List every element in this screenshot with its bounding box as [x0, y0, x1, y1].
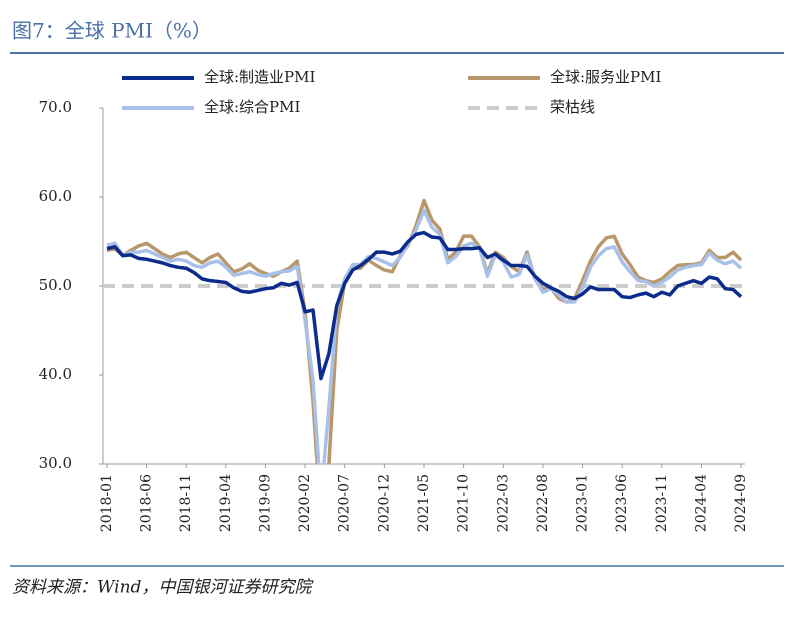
legend-label: 全球:综合PMI	[204, 98, 301, 116]
x-tick-label: 2019-09	[257, 474, 273, 532]
y-tick-label: 70.0	[39, 98, 72, 116]
series-line	[106, 230, 743, 381]
x-tick-label: 2022-03	[495, 474, 511, 532]
y-tick-label: 60.0	[39, 187, 72, 205]
x-tick-label: 2018-01	[99, 474, 115, 532]
x-tick-label: 2018-11	[178, 474, 194, 532]
x-tick-label: 2024-04	[693, 474, 709, 532]
x-tick-label: 2022-08	[535, 474, 551, 532]
series-line	[106, 208, 743, 464]
x-tick-label: 2023-11	[654, 474, 670, 532]
x-tick-label: 2023-01	[575, 474, 591, 532]
y-tick-label: 40.0	[39, 365, 72, 383]
source-note: 资料来源：Wind，中国银河证券研究院	[12, 578, 314, 598]
legend-label: 全球:服务业PMI	[550, 68, 662, 86]
y-tick-label: 30.0	[39, 454, 72, 472]
x-tick-label: 2020-07	[337, 474, 353, 532]
x-tick-label: 2019-04	[218, 474, 234, 532]
x-tick-label: 2020-12	[376, 474, 392, 532]
series-line	[106, 198, 743, 464]
x-tick-label: 2024-09	[733, 474, 749, 532]
y-tick-label: 50.0	[39, 276, 72, 294]
chart-title: 图7：全球 PMI（%）	[12, 19, 212, 43]
x-tick-label: 2021-05	[416, 474, 432, 532]
legend-label: 荣枯线	[550, 98, 595, 116]
x-tick-label: 2023-06	[614, 474, 630, 532]
legend-label: 全球:制造业PMI	[204, 68, 316, 86]
x-tick-label: 2021-10	[456, 474, 472, 532]
x-tick-label: 2018-06	[139, 474, 155, 532]
x-tick-label: 2020-02	[297, 474, 313, 532]
